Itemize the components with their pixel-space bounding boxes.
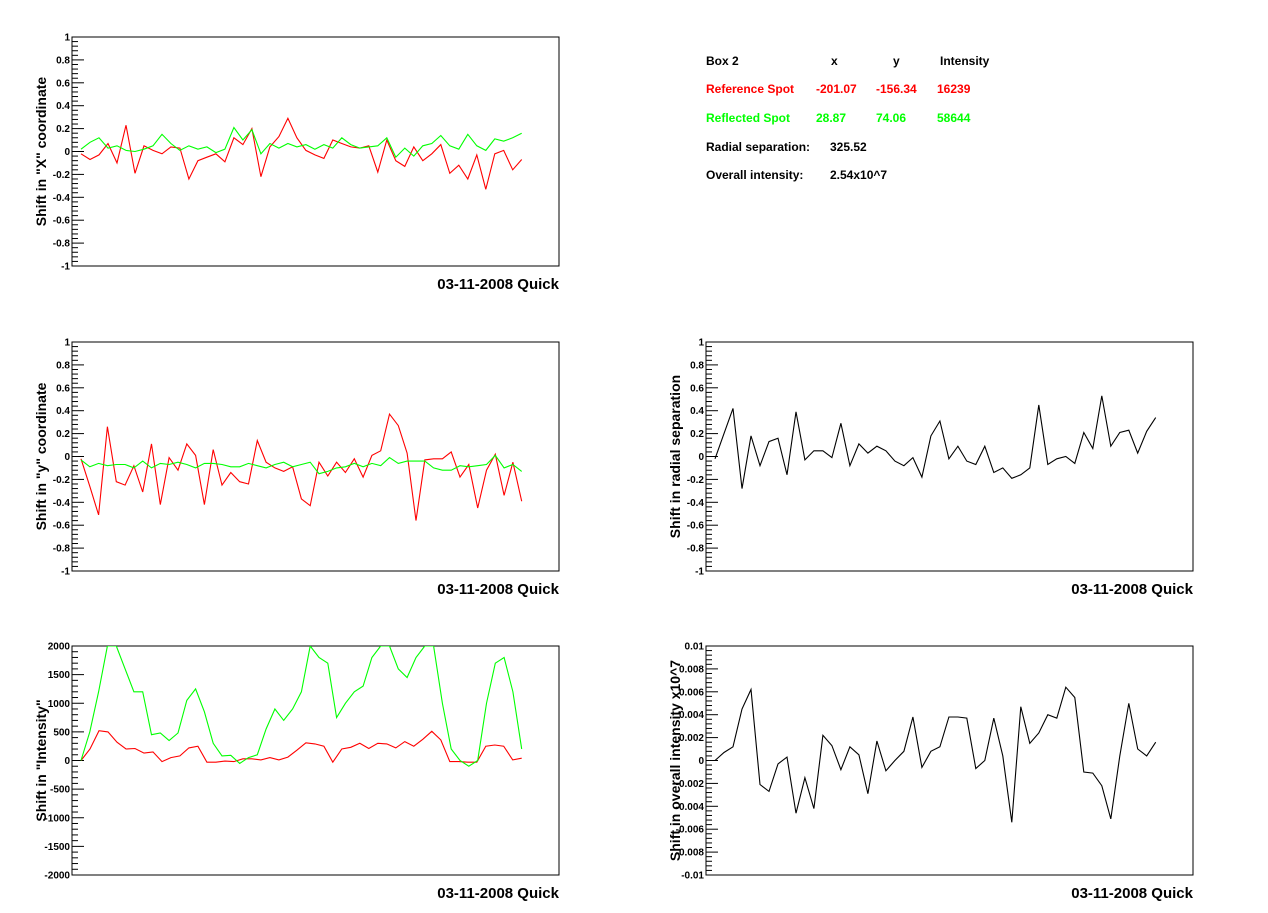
y-tick-label: 0 [698,756,704,767]
info-header-x: x [831,54,838,68]
y-tick-label: 0.6 [56,383,70,394]
plot-frame [71,341,560,572]
overall-intensity-label: Overall intensity: [706,168,803,182]
series-line-2 [80,454,523,475]
y-tick-label: 1 [698,338,704,349]
chart-panel-2: 1 0.8 0.6 0.4 0.2 0 -0.2 -0.4 -0.6 -0.8 -1 Shift in… [33,338,560,599]
y-tick-label: 1 [64,33,70,44]
y-tick-label: -0.6 [53,216,71,227]
reflected-spot-x: 28.87 [816,111,846,125]
y-tick-label: -2000 [44,871,70,882]
y-tick-label: 0.8 [56,360,70,371]
y-tick-label: -0.004 [676,802,705,813]
reflected-spot-intensity: 58644 [937,111,971,125]
y-tick-label: 1500 [48,670,71,681]
y-tick-label: 0.2 [56,124,70,135]
y-axis-label: Shift in "y" coordinate [33,382,49,530]
y-tick-label: 0.2 [690,429,704,440]
y-tick-label: -0.2 [53,475,71,486]
y-tick-label: 0.01 [685,642,705,653]
y-tick-label: 500 [53,727,70,738]
chart-footer: 03-11-2008 Quick [437,581,559,598]
plot-frame [71,36,560,267]
series-line-2 [80,646,523,767]
y-axis-label: Shift in overall intensity x10^7 [667,660,683,861]
y-tick-label: -0.008 [676,848,705,859]
y-tick-label: 0.8 [56,55,70,66]
y-tick-label: -0.006 [676,825,705,836]
y-tick-label: 1 [64,338,70,349]
y-tick-label: 0 [64,452,70,463]
series-line-1 [714,686,1157,823]
y-tick-label: -0.8 [53,544,71,555]
chart-footer: 03-11-2008 Quick [1071,885,1193,902]
series-line-1 [80,412,523,521]
chart-footer: 03-11-2008 Quick [437,276,559,293]
y-tick-label: 0.4 [56,406,70,417]
y-tick-label: -0.002 [676,779,705,790]
series-line-1 [80,730,522,764]
reference-spot-intensity: 16239 [937,82,971,96]
y-tick-label: -0.4 [53,498,71,509]
chart-panel-5: 0.01 0.008 0.006 0.004 0.002 0 -0.002 -0.004 -0.… [667,642,1194,903]
radial-separation-value: 325.52 [830,140,867,154]
y-tick-label: 0.008 [679,664,704,675]
y-tick-label: 2000 [48,642,71,653]
y-tick-label: 0.004 [679,710,704,721]
series-line-1 [714,395,1157,489]
chart-footer: 03-11-2008 Quick [1071,581,1193,598]
reference-spot-label: Reference Spot [706,82,794,96]
y-tick-label: 0.8 [690,360,704,371]
y-tick-label: -0.4 [687,498,705,509]
y-tick-label: 0 [64,756,70,767]
series-line-1 [80,117,523,190]
y-tick-label: 0.4 [56,101,70,112]
chart-footer: 03-11-2008 Quick [437,885,559,902]
y-tick-label: 0 [64,147,70,158]
radial-separation-label: Radial separation: [706,140,810,154]
reference-spot-x: -201.07 [816,82,857,96]
y-tick-label: 1000 [48,699,71,710]
y-axis-label: Shift in radial separation [667,375,683,538]
y-tick-label: -1 [61,567,70,578]
y-axis-label: Shift in "X" coordinate [33,77,49,227]
y-tick-label: 0 [698,452,704,463]
y-tick-label: -0.6 [53,521,71,532]
y-tick-label: 0.4 [690,406,704,417]
info-title: Box 2 [706,54,739,68]
plot-frame [71,645,560,876]
y-tick-label: -1500 [44,842,70,853]
y-tick-label: -0.01 [681,871,704,882]
y-tick-label: -0.8 [687,544,705,555]
info-header-y: y [893,54,900,68]
chart-panel-1: 1 0.8 0.6 0.4 0.2 0 -0.2 -0.4 -0.6 -0.8 -1 Shift in… [33,33,560,294]
y-tick-label: -500 [50,785,70,796]
y-tick-label: -0.4 [53,193,71,204]
plot-frame [705,341,1194,572]
y-tick-label: 0.2 [56,429,70,440]
chart-panel-3: 1 0.8 0.6 0.4 0.2 0 -0.2 -0.4 -0.6 -0.8 -1 Shift in… [667,338,1194,599]
y-tick-label: -1000 [44,813,70,824]
y-tick-label: -0.8 [53,239,71,250]
y-tick-label: -1 [61,262,70,273]
reference-spot-y: -156.34 [876,82,917,96]
series-line-2 [80,126,522,159]
reflected-spot-y: 74.06 [876,111,906,125]
y-tick-label: -0.2 [53,170,71,181]
info-box: Box 2 x y Intensity Reference Spot -201.07 -15… [706,54,990,182]
y-axis-label: Shift in "Intensity" [33,699,49,821]
reflected-spot-label: Reflected Spot [706,111,790,125]
plot-frame [705,645,1194,876]
y-tick-label: -1 [695,567,704,578]
y-tick-label: -0.2 [687,475,705,486]
overall-intensity-value: 2.54x10^7 [830,168,887,182]
chart-panel-4: 2000 1500 1000 500 0 -500 -1000 -1500 -2000 Shift… [33,642,560,903]
y-tick-label: 0.002 [679,733,704,744]
y-tick-label: -0.6 [687,521,705,532]
y-tick-label: 0.6 [56,78,70,89]
y-tick-label: 0.006 [679,687,704,698]
info-header-intensity: Intensity [940,54,990,68]
y-tick-label: 0.6 [690,383,704,394]
